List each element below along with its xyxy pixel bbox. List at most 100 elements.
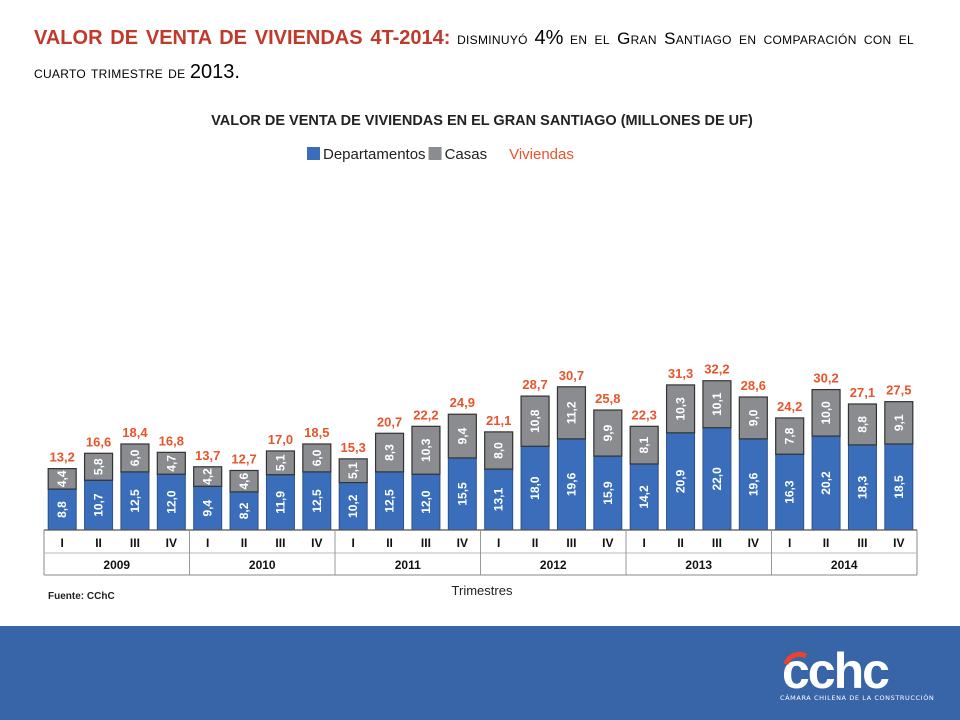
value-label-casas-2010-I: 4,2 [201,468,215,485]
legend: Departamentos Casas Viviendas [307,146,574,163]
value-label-casas-2014-IV: 9,1 [892,414,906,431]
quarter-tick-2013-I: I [643,536,646,550]
bar-casas-2014-II [811,388,841,437]
bar-departamentos-2014-II [811,435,841,531]
bar-departamentos-2012-I [484,468,514,531]
year-label-2009: 2009 [103,558,130,572]
value-label-departamentos-2011-II: 12,5 [383,489,397,513]
value-label-viviendas-2013-I: 22,3 [632,407,657,422]
bar-casas-2011-III [411,425,441,475]
value-label-casas-2013-I: 8,1 [637,436,651,453]
value-label-departamentos-2013-I: 14,2 [637,485,651,509]
quarter-tick-2012-I: I [497,536,500,550]
legend-swatch-casas [428,147,442,160]
sales-chart: VALOR DE VENTA DE VIVIENDAS EN EL GRAN S… [43,113,918,602]
value-label-departamentos-2010-I: 9,4 [201,499,215,516]
x-axis-label: Trimestres [452,583,513,598]
headline-w2: en el Gran Santiago en comparación con e… [34,29,914,82]
value-label-casas-2013-II: 10,3 [674,397,688,421]
headline-pct: 4% [534,27,564,49]
quarter-tick-2010-IV: IV [311,536,322,550]
footer-band [0,626,960,720]
value-label-departamentos-2012-IV: 15,9 [601,481,615,505]
logo-accent-icon [783,651,808,666]
value-label-viviendas-2010-I: 13,7 [195,448,220,463]
headline-w1: disminuyó [457,29,528,48]
quarter-tick-2011-I: I [352,536,355,550]
bar-departamentos-2012-III [556,438,586,531]
quarter-tick-2011-III: III [421,536,431,550]
value-label-departamentos-2013-IV: 19,6 [746,472,760,496]
quarter-tick-2014-III: III [857,536,867,550]
cchc-logo: cchc CÁMARA CHILENA DE LA CONSTRUCCIÓN [780,650,935,705]
value-label-viviendas-2011-IV: 24,9 [450,395,475,410]
value-label-viviendas-2011-III: 22,2 [413,407,438,422]
value-label-departamentos-2009-II: 10,7 [92,493,106,517]
logo-subtitle: CÁMARA CHILENA DE LA CONSTRUCCIÓN [780,694,935,702]
quarter-tick-2010-II: II [241,536,248,550]
quarter-tick-2010-III: III [275,536,285,550]
value-label-departamentos-2014-II: 20,2 [819,471,833,495]
value-label-viviendas-2013-IV: 28,6 [741,378,766,393]
quarter-tick-2009-II: II [95,536,102,550]
headline-end: . [234,61,240,83]
value-label-departamentos-2009-IV: 12,0 [164,490,178,514]
legend-swatch-departamentos [307,147,320,160]
quarter-tick-2014-I: I [788,536,791,550]
bar-casas-2014-III [847,403,878,446]
value-label-departamentos-2013-III: 22,0 [710,467,724,491]
cchc-logo-mark: cchc [782,650,891,692]
value-label-casas-2010-III: 5,1 [273,454,287,471]
value-label-viviendas-2010-II: 12,7 [231,451,256,466]
bar-departamentos-2014-I [775,453,805,531]
year-label-2010: 2010 [249,558,276,572]
value-label-viviendas-2009-III: 18,4 [122,425,148,440]
value-label-casas-2014-I: 7,8 [783,427,797,444]
bars-layer: 8,8 4,4 13,2 10,7 5,8 16,6 12,5 6,0 18,4 12,0 4,7 1… [47,362,914,531]
bar-casas-2013-IV [738,396,768,440]
value-label-casas-2013-IV: 9,0 [746,409,760,426]
quarter-tick-2009-I: I [61,536,64,550]
value-label-viviendas-2009-IV: 16,8 [159,433,184,448]
quarter-tick-2013-III: III [712,536,722,550]
value-label-casas-2014-II: 10,0 [819,401,833,425]
quarter-tick-2014-IV: IV [893,536,904,550]
value-label-casas-2012-II: 10,8 [528,409,542,433]
value-label-viviendas-2012-III: 30,7 [559,368,584,383]
value-label-viviendas-2012-I: 21,1 [486,413,511,428]
bar-casas-2009-I [47,468,77,490]
legend-label-viviendas: Viviendas [509,146,574,163]
value-label-casas-2011-IV: 9,4 [455,427,469,444]
value-label-departamentos-2010-III: 11,9 [273,491,287,514]
value-label-departamentos-2010-IV: 12,5 [310,489,324,513]
value-label-departamentos-2012-II: 18,0 [528,476,542,500]
value-label-viviendas-2014-IV: 27,5 [886,383,911,398]
axis-layer: I II III IV I II III IV I II III IV I II III IV I II III IV… [43,529,918,576]
value-label-viviendas-2010-III: 17,0 [268,432,293,447]
value-label-viviendas-2011-II: 20,7 [377,414,402,429]
legend-label-casas: Casas [445,146,488,163]
value-label-departamentos-2009-I: 8,8 [55,501,69,518]
value-label-departamentos-2013-II: 20,9 [674,469,688,493]
value-label-casas-2013-III: 10,1 [710,392,724,416]
year-label-2014: 2014 [831,558,858,572]
value-label-departamentos-2009-III: 12,5 [128,489,142,513]
bar-casas-2011-I [338,458,368,484]
bar-casas-2010-IV [302,443,332,473]
quarter-tick-2009-IV: IV [166,536,177,550]
year-label-2011: 2011 [395,558,421,572]
value-label-departamentos-2012-I: 13,1 [492,488,506,512]
bar-casas-2011-II [374,432,405,473]
value-label-casas-2011-I: 5,1 [346,462,360,479]
bar-departamentos-2010-III [265,474,295,531]
quarter-tick-2013-II: II [677,536,684,550]
year-label-2013: 2013 [685,558,712,572]
bar-casas-2010-I [193,466,223,487]
value-label-viviendas-2013-II: 31,3 [668,366,693,381]
value-label-casas-2014-III: 8,8 [855,416,869,433]
bar-casas-2012-II [520,395,550,447]
bar-departamentos-2009-I [47,488,77,531]
quarter-tick-2009-III: III [130,536,140,550]
bar-casas-2009-II [83,452,114,481]
bar-departamentos-2013-III [702,427,732,531]
